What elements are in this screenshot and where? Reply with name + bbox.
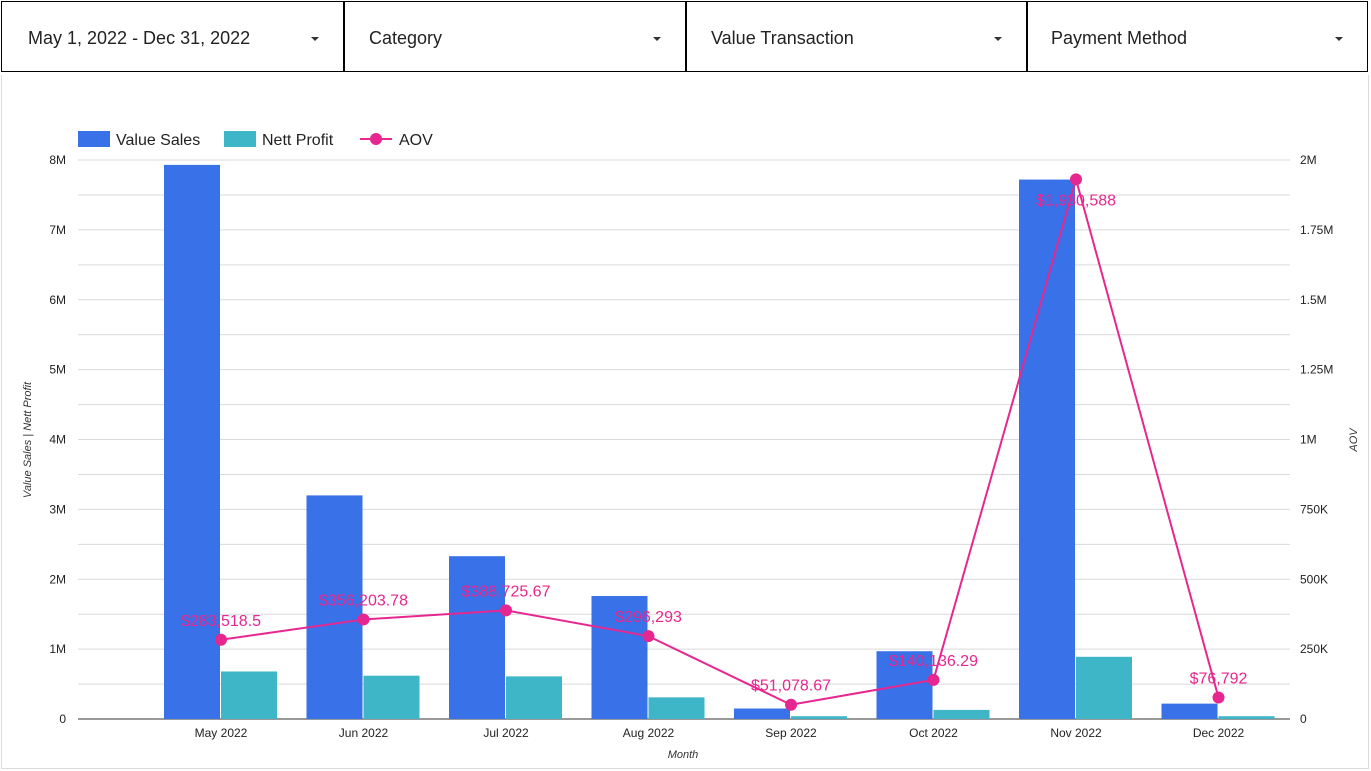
aov-data-label: $296,293 [615, 609, 682, 626]
filter-bar: May 1, 2022 - Dec 31, 2022 Category Valu… [0, 0, 1371, 74]
aov-data-label: $283,518.5 [181, 613, 261, 630]
value-sales-bar [306, 495, 363, 719]
y-tick-label: 4M [49, 433, 66, 447]
aov-point [215, 633, 227, 646]
payment-method-label: Payment Method [1051, 28, 1188, 48]
x-tick-label: Nov 2022 [1050, 726, 1102, 740]
y-tick-label: 0 [59, 712, 66, 726]
x-tick-label: May 2022 [195, 726, 248, 740]
x-axis-title: Month [668, 749, 699, 761]
y-tick-label: 5M [49, 363, 66, 377]
y2-tick-label: 1.25M [1300, 363, 1333, 377]
aov-point [927, 673, 940, 686]
aov-data-label: $51,078.67 [751, 678, 831, 695]
dropdown-caret-icon [653, 37, 661, 41]
y-tick-label: 2M [49, 572, 66, 586]
legend-label-nett-profit: Nett Profit [262, 132, 334, 149]
value-transaction-filter[interactable]: Value Transaction [686, 1, 1027, 72]
value-sales-bar [1019, 179, 1075, 719]
aov-data-label: $356,203.78 [319, 592, 408, 609]
value-transaction-label: Value Transaction [711, 28, 854, 48]
legend-swatch-value-sales [78, 131, 110, 147]
aov-line [220, 175, 1220, 706]
x-tick-label: Jul 2022 [483, 726, 529, 740]
y-axis-title: Value Sales | Nett Profit [22, 381, 34, 498]
combo-chart: 0 1M 2M 3M 4M 5M 6M 7M 8M 0 250K 500K 750K 1M 1.25M 1.5… [22, 131, 1360, 761]
x-tick-label: Oct 2022 [909, 726, 958, 740]
y-tick-label: 3M [49, 502, 66, 516]
value-sales-bar [1161, 703, 1218, 719]
category-filter[interactable]: Category [344, 1, 686, 72]
aov-point [500, 604, 512, 617]
dropdown-caret-icon [1335, 37, 1343, 41]
nett-profit-bar [363, 675, 420, 719]
date-range-filter[interactable]: May 1, 2022 - Dec 31, 2022 [1, 1, 344, 72]
y-tick-label: 6M [49, 293, 66, 307]
y2-tick-label: 2M [1300, 153, 1317, 167]
y2-tick-label: 750K [1300, 502, 1328, 516]
nett-profit-bar [221, 671, 277, 719]
y-tick-label: 7M [49, 223, 66, 237]
nett-profit-bar [933, 709, 990, 719]
legend-swatch-nett-profit [224, 131, 256, 147]
value-sales-bar [591, 596, 648, 719]
y-tick-label: 8M [49, 153, 66, 167]
nett-profit-bar [1076, 656, 1132, 719]
legend-label-aov: AOV [399, 132, 433, 149]
aov-data-label: $76,792 [1190, 671, 1248, 688]
y2-tick-label: 1M [1300, 433, 1317, 447]
aov-data-label: $140,136.29 [889, 653, 978, 670]
x-tick-label: Dec 2022 [1193, 726, 1245, 740]
y-tick-label: 1M [49, 642, 66, 656]
nett-profit-bar [1218, 716, 1275, 719]
x-tick-label: Aug 2022 [623, 726, 675, 740]
dropdown-caret-icon [994, 37, 1002, 41]
nett-profit-bar [506, 676, 562, 719]
dropdown-caret-icon [311, 37, 319, 41]
y2-tick-label: 0 [1300, 712, 1307, 726]
aov-point [642, 630, 655, 643]
aov-point [1070, 173, 1082, 186]
value-sales-bar [164, 164, 220, 720]
chart-panel: 0 1M 2M 3M 4M 5M 6M 7M 8M 0 250K 500K 750K 1M 1.25M 1.5… [1, 75, 1369, 769]
x-tick-label: Jun 2022 [339, 726, 389, 740]
legend-label-value-sales: Value Sales [116, 132, 200, 149]
aov-point [785, 698, 797, 711]
payment-method-filter[interactable]: Payment Method [1027, 1, 1368, 72]
x-tick-label: Sep 2022 [765, 726, 817, 740]
value-sales-bar [449, 556, 505, 719]
aov-data-label: $1,930,588 [1036, 192, 1116, 209]
nett-profit-bar [791, 716, 847, 719]
date-range-label: May 1, 2022 - Dec 31, 2022 [28, 28, 251, 48]
y2-axis-title: AOV [1348, 427, 1360, 453]
y2-tick-label: 1.75M [1300, 223, 1333, 237]
aov-point [357, 613, 370, 626]
value-sales-bar [734, 708, 790, 719]
legend-swatch-aov-point [370, 133, 382, 145]
y2-tick-label: 1.5M [1300, 293, 1327, 307]
y2-tick-label: 250K [1300, 642, 1328, 656]
category-label: Category [369, 28, 443, 48]
y2-tick-label: 500K [1300, 572, 1328, 586]
nett-profit-bar [648, 697, 705, 719]
aov-point [1212, 691, 1225, 704]
aov-data-label: $388,725.67 [462, 583, 551, 600]
